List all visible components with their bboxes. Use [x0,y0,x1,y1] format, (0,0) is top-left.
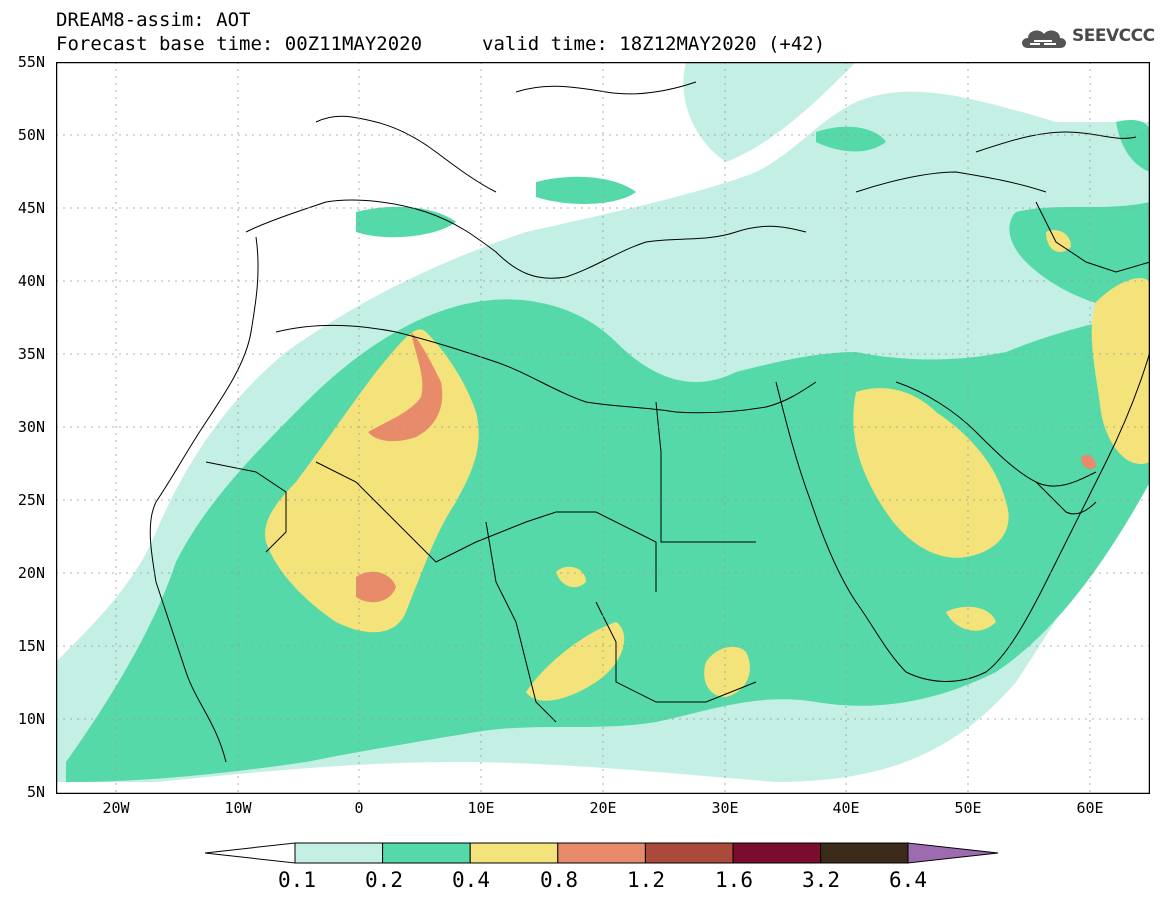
lon-label: 10E [467,799,495,817]
lat-label: 50N [17,126,45,144]
colorbar-segment [557,842,646,864]
lon-label: 0 [354,799,364,817]
colorbar-label: 3.2 [802,868,840,892]
lat-label: 15N [17,637,45,655]
lat-label: 40N [17,272,45,290]
lat-label: 35N [17,345,45,363]
lat-label: 25N [17,491,45,509]
lat-label: 45N [17,199,45,217]
colorbar-label: 6.4 [889,868,927,892]
title-line-2: Forecast base time: 00Z11MAY2020 [56,33,423,55]
lon-label: 10W [224,799,252,817]
colorbar-under-arrow [205,842,296,864]
map-frame [56,62,1150,794]
coastlines-borders [149,81,1150,763]
colorbar-label: 0.4 [452,868,490,892]
aot-map [56,62,1150,794]
colorbar-segment [820,842,909,864]
colorbar-segment [644,842,734,864]
grid-lines [56,62,1150,794]
lat-label: 55N [17,53,45,71]
cloud-icon [1022,30,1066,48]
lat-label: 5N [26,783,45,801]
lon-label: 30E [711,799,739,817]
colorbar [205,842,999,864]
lat-label: 20N [17,564,45,582]
colorbar-label: 0.8 [540,868,578,892]
colorbar-label: 0.1 [278,868,316,892]
title-line-1: DREAM8-assim: AOT [56,9,251,31]
lon-label: 60E [1076,799,1104,817]
colorbar-segments [294,842,909,864]
seevccc-logo: SEEVCCC [1018,24,1155,54]
lon-label: 40E [832,799,860,817]
colorbar-label: 1.2 [627,868,665,892]
lon-label: 20E [589,799,617,817]
aot-field-very-high [356,332,1096,603]
colorbar-label: 0.2 [365,868,403,892]
colorbar-segment [294,842,384,864]
lon-label: 50E [954,799,982,817]
colorbar-label: 1.6 [715,868,753,892]
lat-label: 30N [17,418,45,436]
lon-label: 20W [102,799,130,817]
colorbar-segment [469,842,559,864]
valid-time: valid time: 18Z12MAY2020 (+42) [482,33,826,55]
lat-label: 10N [17,710,45,728]
logo-text: SEEVCCC [1072,26,1155,46]
colorbar-segment [732,842,822,864]
colorbar-over-arrow [907,842,999,864]
colorbar-segment [382,842,471,864]
